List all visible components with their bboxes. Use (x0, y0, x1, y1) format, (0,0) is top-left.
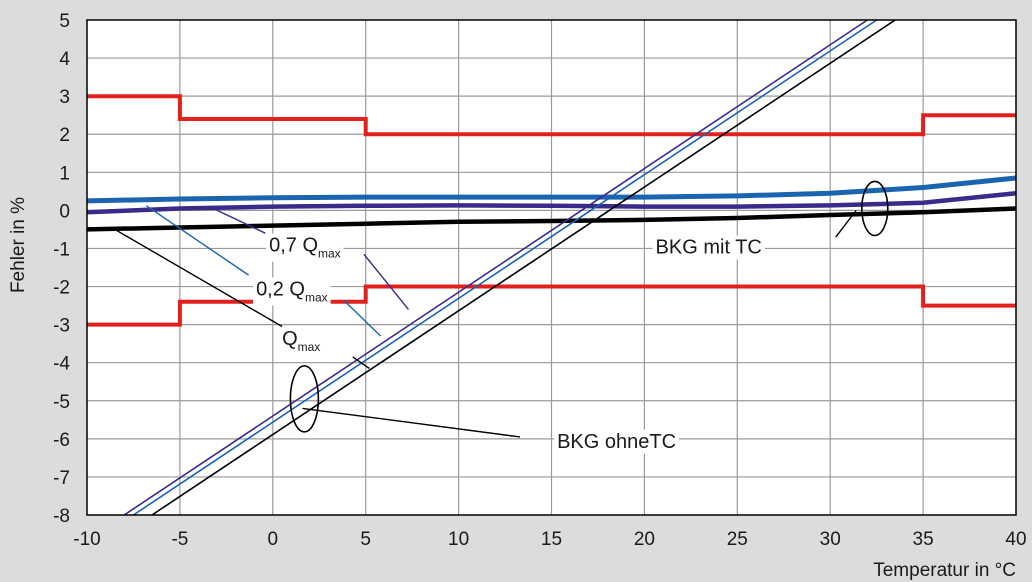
y-tick-label: -1 (53, 239, 70, 260)
annotation-bkg-mit-tc: BKG mit TC (656, 237, 762, 259)
y-tick-label: 2 (59, 125, 70, 146)
upper-limit-line (87, 94, 1016, 137)
x-tick-label: 10 (448, 529, 469, 550)
ellipse-mit-tc (860, 180, 889, 237)
annotation-0-7-qmax: 0,7 Qmax (269, 235, 341, 261)
y-tick-labels: 5 4 3 2 1 0 -1 -2 -3 -4 -5 -6 -7 -8 (53, 11, 70, 527)
annotation-bkg-ohne-tc: BKG ohneTC (557, 431, 676, 453)
y-tick-label: 3 (59, 87, 70, 108)
y-tick-label: -6 (53, 430, 70, 451)
leader-0-2-bottom (342, 299, 382, 337)
leader-0-7-top (213, 207, 266, 234)
annotation-qmax: Qmax (282, 328, 320, 354)
y-tick-label: -8 (53, 506, 70, 527)
y-tick-label: 0 (59, 201, 70, 222)
annotation-background (652, 235, 765, 260)
limit-lines (87, 94, 1016, 327)
leader-0-2-top (146, 205, 250, 276)
y-tick-label: -2 (53, 278, 70, 299)
annotation-background (554, 429, 680, 454)
y-tick-label: -4 (53, 354, 70, 375)
x-tick-label: -10 (73, 529, 100, 550)
x-tick-label: 30 (820, 529, 841, 550)
x-tick-label: 25 (727, 529, 748, 550)
y-tick-label: 5 (59, 11, 70, 32)
leader-q-bottom (352, 356, 370, 369)
x-tick-labels: -10 -5 0 5 10 15 20 25 30 35 40 (73, 529, 1026, 550)
y-tick-label: -7 (53, 468, 70, 489)
y-tick-label: 4 (59, 49, 70, 70)
x-tick-label: 15 (541, 529, 562, 550)
x-axis-label: Temperatur in °C (873, 560, 1016, 581)
ohne-tc-0-2-qmax-line (132, 19, 878, 516)
ohne-tc-0-7-qmax-line (123, 19, 868, 516)
x-tick-label: -5 (171, 529, 188, 550)
annotation-background (253, 277, 331, 306)
y-tick-label: 1 (59, 163, 70, 184)
annotation-0-2-qmax: 0,2 Qmax (256, 278, 328, 304)
mit-tc-0-2-qmax-curve (86, 175, 1017, 204)
error-curves (86, 19, 1017, 516)
x-tick-label: 0 (268, 529, 279, 550)
ellipse-ohne-tc (289, 365, 320, 433)
leader-mit-tc (835, 209, 857, 238)
annotation-background (279, 326, 324, 355)
annotation-leaders (114, 180, 889, 438)
y-tick-label: -3 (53, 316, 70, 337)
x-tick-label: 5 (360, 529, 371, 550)
ohne-tc-qmax-line (151, 19, 896, 516)
x-tick-label: 20 (634, 529, 655, 550)
annotation-background (266, 233, 344, 262)
lower-limit-line (87, 284, 1016, 327)
x-tick-label: 35 (913, 529, 934, 550)
x-tick-label: 40 (1005, 529, 1026, 550)
leader-0-7-bottom (363, 253, 409, 310)
y-axis-label: Fehler in % (8, 197, 29, 293)
leader-q-top (114, 228, 283, 328)
plot-frame (86, 19, 1017, 516)
leader-ohne-tc (302, 407, 521, 438)
mit-tc-qmax-curve (86, 206, 1017, 232)
y-tick-label: -5 (53, 392, 70, 413)
